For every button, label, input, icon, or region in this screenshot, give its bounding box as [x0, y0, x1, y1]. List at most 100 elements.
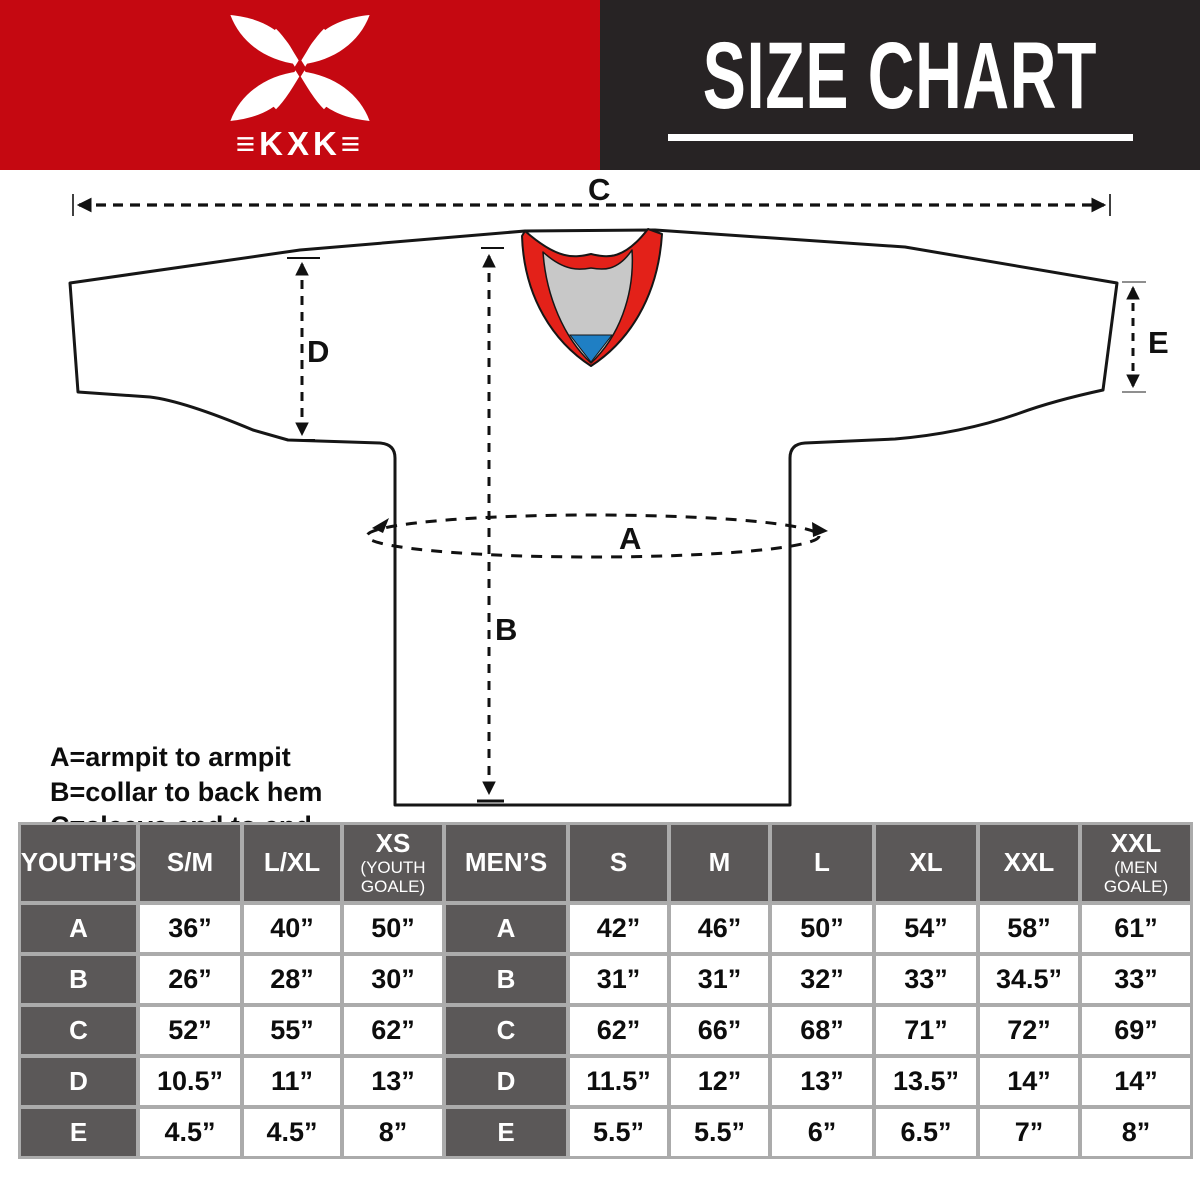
- youth-a-sm: 36”: [140, 905, 240, 952]
- title-panel: SIZE CHART: [600, 0, 1200, 170]
- title-underline: [667, 134, 1133, 141]
- men-c-m: 66”: [671, 1007, 768, 1054]
- legend-line-a: A=armpit to armpit: [50, 742, 291, 772]
- size-chart-table: YOUTH’S S/M L/XL XS (YOUTH GOALE) MEN’S …: [18, 822, 1193, 1159]
- col-sublabel: (MEN GOALE): [1103, 858, 1169, 896]
- men-b-xxl: 34.5”: [980, 956, 1078, 1003]
- kxk-logo-icon: [230, 14, 370, 121]
- men-row-label-c: C: [446, 1007, 566, 1054]
- men-a-l: 50”: [772, 905, 872, 952]
- measure-label-a: A: [619, 521, 642, 556]
- men-a-xl: 54”: [876, 905, 976, 952]
- men-e-xxlg: 8”: [1082, 1109, 1190, 1156]
- youth-d-lxl: 11”: [244, 1058, 340, 1105]
- men-d-l: 13”: [772, 1058, 872, 1105]
- men-c-xxlg: 69”: [1082, 1007, 1190, 1054]
- men-row-label-a: A: [446, 905, 566, 952]
- col-label: XS: [375, 827, 411, 858]
- men-col-header-xl: XL: [876, 825, 976, 901]
- men-row-label-e: E: [446, 1109, 566, 1156]
- youth-b-lxl: 28”: [244, 956, 340, 1003]
- men-a-xxlg: 61”: [1082, 905, 1190, 952]
- youth-row-label-a: A: [21, 905, 136, 952]
- youth-row-label-c: C: [21, 1007, 136, 1054]
- men-col-header-l: L: [772, 825, 872, 901]
- men-e-m: 5.5”: [671, 1109, 768, 1156]
- men-col-header-s: S: [570, 825, 667, 901]
- col-label: S/M: [166, 847, 214, 878]
- men-group-header: MEN’S: [446, 825, 566, 901]
- youth-b-xs: 30”: [344, 956, 442, 1003]
- brand-panel: ≡KXK≡: [0, 0, 600, 170]
- col-label: L: [814, 847, 830, 878]
- youth-row-label-d: D: [21, 1058, 136, 1105]
- youth-col-header-lxl: L/XL: [244, 825, 340, 901]
- men-b-s: 31”: [570, 956, 667, 1003]
- men-e-xxl: 7”: [980, 1109, 1078, 1156]
- jersey-diagram-drawing: [68, 194, 1146, 807]
- men-b-xl: 33”: [876, 956, 976, 1003]
- col-label: XL: [909, 847, 943, 878]
- men-e-l: 6”: [772, 1109, 872, 1156]
- men-row-label-b: B: [446, 956, 566, 1003]
- men-group-label: MEN’S: [464, 847, 548, 878]
- youth-a-xs: 50”: [344, 905, 442, 952]
- legend-line-b: B=collar to back hem: [50, 776, 323, 807]
- youth-c-sm: 52”: [140, 1007, 240, 1054]
- youth-e-lxl: 4.5”: [244, 1109, 340, 1156]
- men-c-s: 62”: [570, 1007, 667, 1054]
- page-title: SIZE CHART: [702, 23, 1098, 129]
- youth-col-header-sm: S/M: [140, 825, 240, 901]
- jersey-outline: [68, 228, 1119, 807]
- youth-a-lxl: 40”: [244, 905, 340, 952]
- col-label: M: [708, 847, 731, 878]
- youth-row-label-b: B: [21, 956, 136, 1003]
- measure-label-d: D: [307, 334, 330, 369]
- men-d-xxl: 14”: [980, 1058, 1078, 1105]
- men-col-header-xxl-goalie: XXL (MEN GOALE): [1082, 825, 1190, 901]
- youth-e-sm: 4.5”: [140, 1109, 240, 1156]
- youth-group-label: YOUTH’S: [20, 847, 137, 878]
- men-d-xl: 13.5”: [876, 1058, 976, 1105]
- men-c-xxl: 72”: [980, 1007, 1078, 1054]
- men-e-xl: 6.5”: [876, 1109, 976, 1156]
- youth-row-label-e: E: [21, 1109, 136, 1156]
- header-banner: ≡KXK≡ SIZE CHART: [0, 0, 1200, 170]
- col-sublabel: (YOUTH GOALE): [360, 858, 426, 896]
- jersey-measurement-diagram: C D A B E A=armpit to armpit B=collar to…: [0, 170, 1200, 910]
- men-e-s: 5.5”: [570, 1109, 667, 1156]
- measure-label-e: E: [1148, 325, 1169, 360]
- youth-c-xs: 62”: [344, 1007, 442, 1054]
- youth-col-header-xs-goalie: XS (YOUTH GOALE): [344, 825, 442, 901]
- col-label: L/XL: [263, 847, 321, 878]
- men-col-header-xxl: XXL: [980, 825, 1078, 901]
- collar-insert: [568, 334, 614, 363]
- men-d-s: 11.5”: [570, 1058, 667, 1105]
- measure-label-b: B: [495, 612, 518, 647]
- kxk-logo-wordmark: ≡KXK≡: [235, 124, 365, 162]
- men-row-label-d: D: [446, 1058, 566, 1105]
- youth-b-sm: 26”: [140, 956, 240, 1003]
- measure-label-c: C: [588, 172, 611, 207]
- men-b-xxlg: 33”: [1082, 956, 1190, 1003]
- men-a-xxl: 58”: [980, 905, 1078, 952]
- men-c-xl: 71”: [876, 1007, 976, 1054]
- col-label: XXL: [1003, 847, 1055, 878]
- men-b-m: 31”: [671, 956, 768, 1003]
- youth-d-sm: 10.5”: [140, 1058, 240, 1105]
- men-col-header-m: M: [671, 825, 768, 901]
- men-a-s: 42”: [570, 905, 667, 952]
- measure-ellipse-a: [365, 513, 821, 559]
- men-b-l: 32”: [772, 956, 872, 1003]
- youth-group-header: YOUTH’S: [21, 825, 136, 901]
- col-label: S: [609, 847, 628, 878]
- youth-d-xs: 13”: [344, 1058, 442, 1105]
- youth-c-lxl: 55”: [244, 1007, 340, 1054]
- men-c-l: 68”: [772, 1007, 872, 1054]
- men-d-xxlg: 14”: [1082, 1058, 1190, 1105]
- col-label: XXL: [1110, 827, 1162, 858]
- men-a-m: 46”: [671, 905, 768, 952]
- youth-e-xs: 8”: [344, 1109, 442, 1156]
- men-d-m: 12”: [671, 1058, 768, 1105]
